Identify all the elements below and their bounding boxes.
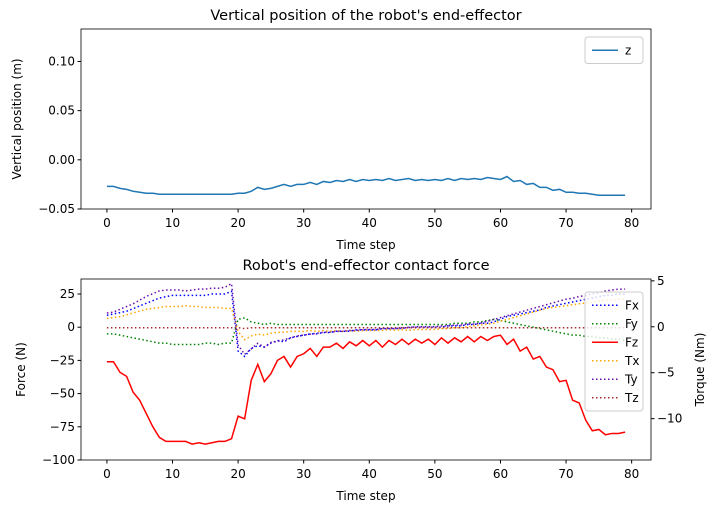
y-tick-label: −0.05 xyxy=(38,202,75,216)
y-tick-label: −75 xyxy=(50,420,75,434)
y-tick-label: −25 xyxy=(50,353,75,367)
axes-frame xyxy=(80,278,652,461)
plot-area xyxy=(106,175,626,196)
x-tick-label: 80 xyxy=(624,216,639,230)
legend-label: Tz xyxy=(624,391,639,405)
x-tick-label: 80 xyxy=(624,467,639,481)
series-line xyxy=(106,298,626,341)
chart-title: Robot's end-effector contact force xyxy=(242,258,489,274)
x-tick-label: 50 xyxy=(427,467,442,481)
legend-label: z xyxy=(625,43,631,57)
x-tick-label: 0 xyxy=(103,467,111,481)
x-tick-label: 30 xyxy=(296,467,311,481)
y-tick-label: 0.10 xyxy=(48,54,75,68)
legend-label: Fz xyxy=(625,335,638,349)
x-tick-label: 60 xyxy=(493,467,508,481)
x-tick-label: 40 xyxy=(362,216,377,230)
y2-tick-label: 0 xyxy=(657,320,665,334)
x-tick-label: 0 xyxy=(103,216,111,230)
axes-frame xyxy=(80,28,652,210)
x-tick-label: 40 xyxy=(362,467,377,481)
x-tick-label: 20 xyxy=(230,467,245,481)
y2-tick-label: −10 xyxy=(657,412,682,426)
legend-label: Ty xyxy=(624,372,638,386)
legend-label: Fy xyxy=(625,317,638,331)
y2-axis-label: Torque (Nm) xyxy=(693,333,707,408)
x-tick-label: 60 xyxy=(493,216,508,230)
y-tick-label: −100 xyxy=(42,453,75,467)
y-tick-label: 25 xyxy=(60,287,75,301)
y-axis-label: Vertical position (m) xyxy=(10,58,24,179)
y2-tick-label: 5 xyxy=(657,274,665,288)
x-tick-label: 20 xyxy=(230,216,245,230)
y-tick-label: 0 xyxy=(67,320,75,334)
series-line xyxy=(106,317,626,346)
y-tick-label: −50 xyxy=(50,387,75,401)
y2-tick-label: −5 xyxy=(657,366,675,380)
x-axis-label: Time step xyxy=(335,489,395,503)
x-tick-label: 10 xyxy=(165,216,180,230)
chart-title: Vertical position of the robot's end-eff… xyxy=(210,8,521,24)
legend-label: Fx xyxy=(625,298,639,312)
series-line xyxy=(106,282,626,356)
series-line xyxy=(106,175,626,196)
legend-label: Tx xyxy=(624,354,639,368)
y-axis-label: Force (N) xyxy=(14,342,28,397)
x-tick-label: 70 xyxy=(558,216,573,230)
x-tick-label: 30 xyxy=(296,216,311,230)
y-tick-label: 0.05 xyxy=(48,104,75,118)
x-tick-label: 70 xyxy=(558,467,573,481)
x-axis-label: Time step xyxy=(335,238,395,252)
legend-box xyxy=(584,291,644,412)
series-line xyxy=(106,334,626,445)
plot-area xyxy=(106,282,626,445)
x-tick-label: 10 xyxy=(165,467,180,481)
y-tick-label: 0.00 xyxy=(48,153,75,167)
series-line xyxy=(106,326,626,330)
x-tick-label: 50 xyxy=(427,216,442,230)
